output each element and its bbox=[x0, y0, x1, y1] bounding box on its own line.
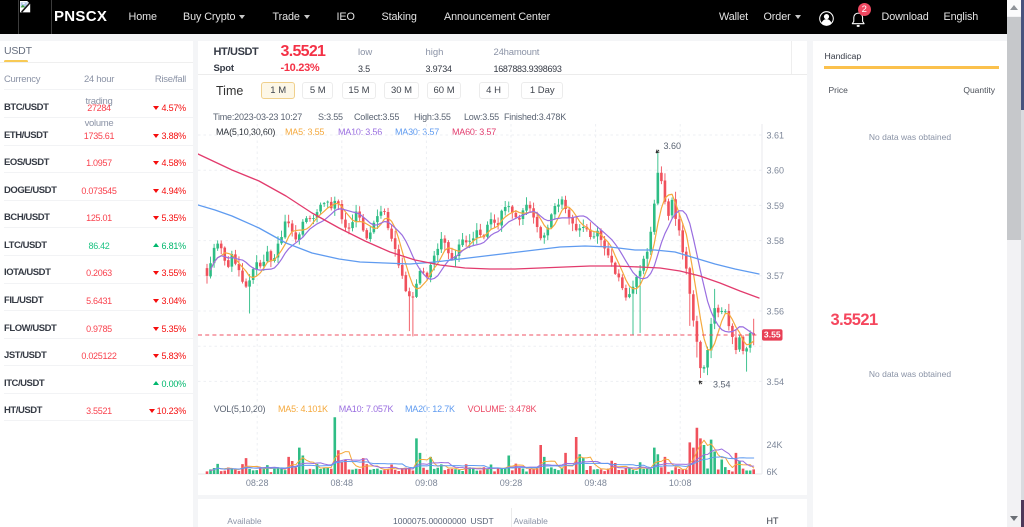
svg-text:08:48: 08:48 bbox=[331, 478, 354, 488]
svg-text:10:08: 10:08 bbox=[669, 478, 692, 488]
svg-text:09:08: 09:08 bbox=[415, 478, 438, 488]
svg-text:3.59: 3.59 bbox=[767, 201, 785, 211]
svg-text:3.54: 3.54 bbox=[713, 380, 731, 390]
svg-text:6K: 6K bbox=[767, 467, 778, 477]
svg-text:3.58: 3.58 bbox=[767, 236, 785, 246]
svg-text:3.60: 3.60 bbox=[664, 141, 682, 151]
svg-text:3.61: 3.61 bbox=[767, 130, 785, 140]
svg-text:3.60: 3.60 bbox=[767, 166, 785, 176]
svg-text:3.57: 3.57 bbox=[767, 271, 785, 281]
svg-text:08:28: 08:28 bbox=[246, 478, 269, 488]
svg-text:09:48: 09:48 bbox=[584, 478, 607, 488]
svg-text:3.54: 3.54 bbox=[767, 377, 785, 387]
svg-text:24K: 24K bbox=[767, 440, 783, 450]
svg-text:09:28: 09:28 bbox=[500, 478, 523, 488]
svg-text:3.55: 3.55 bbox=[764, 330, 781, 340]
svg-text:3.56: 3.56 bbox=[767, 306, 785, 316]
